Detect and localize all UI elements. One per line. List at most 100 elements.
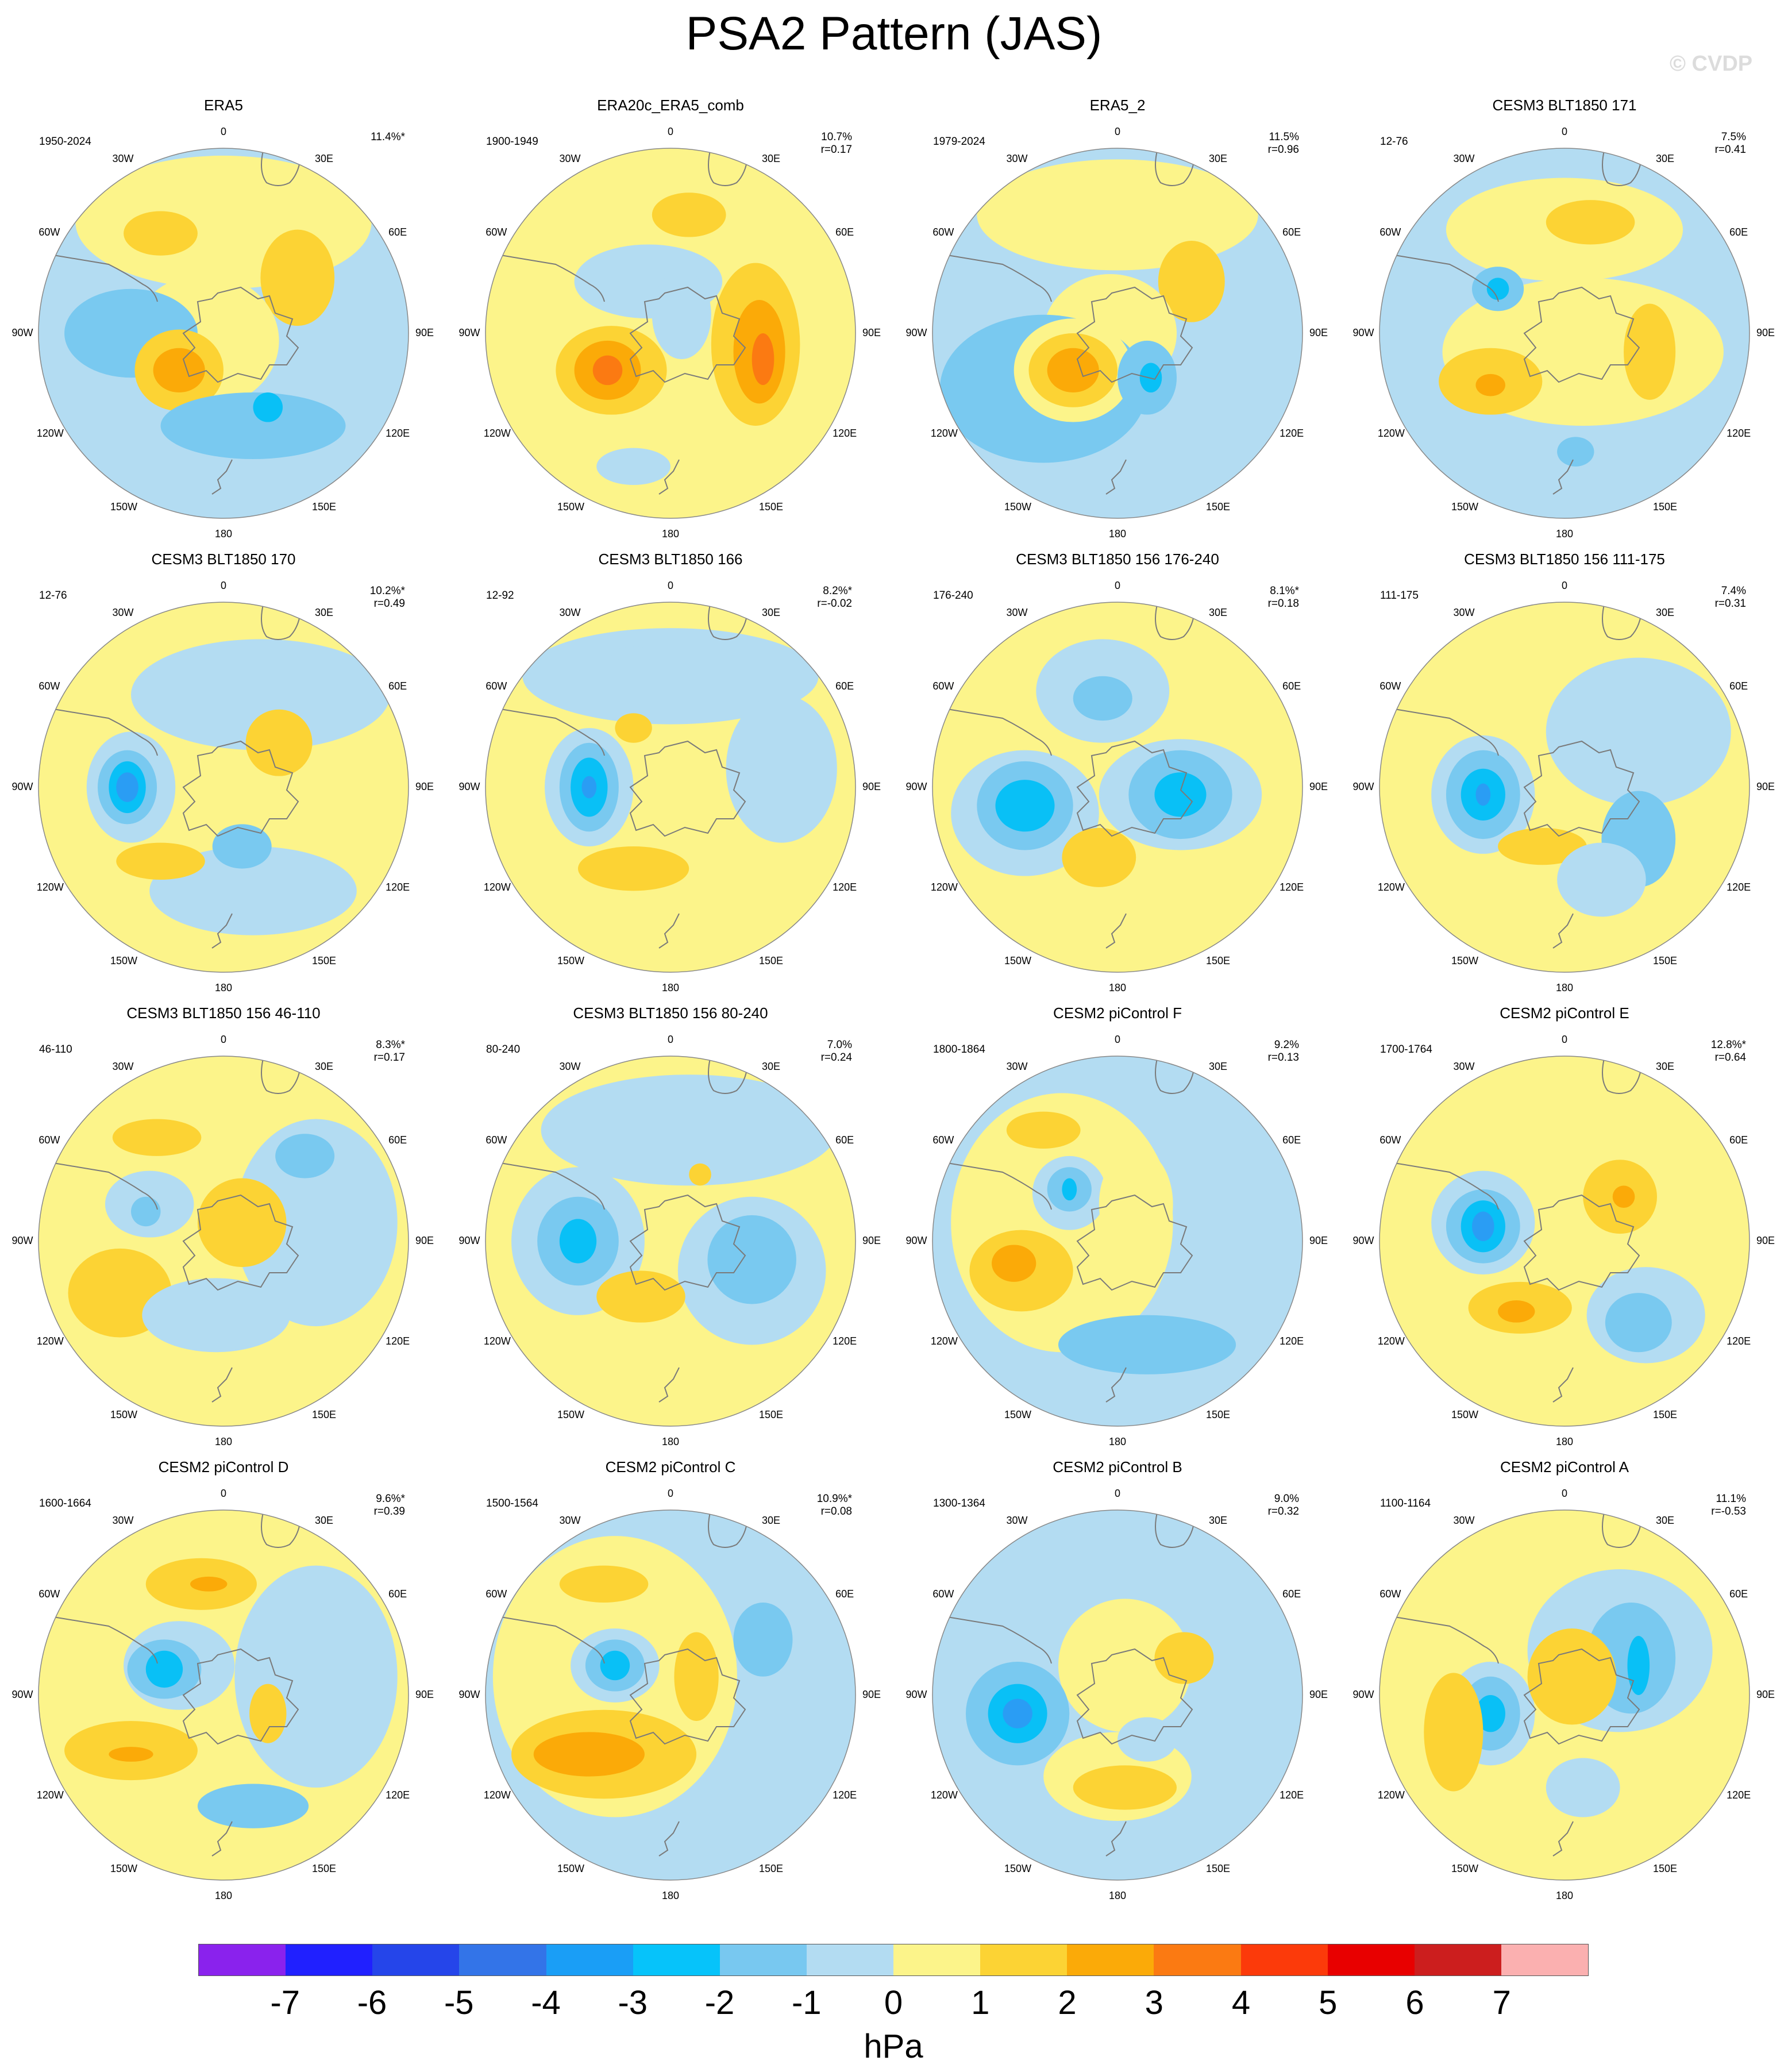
anomaly-contour: [533, 1732, 645, 1777]
longitude-label: 60E: [835, 1134, 854, 1146]
polar-map: [38, 1509, 409, 1881]
longitude-label: 60E: [388, 226, 407, 238]
longitude-label: 60E: [1729, 680, 1748, 692]
longitude-label: 0: [667, 126, 673, 137]
panel-title: CESM2 piControl D: [158, 1458, 289, 1476]
anomaly-contour: [689, 1163, 711, 1186]
anomaly-contour: [522, 628, 819, 725]
anomaly-contour: [652, 192, 726, 237]
longitude-label: 180: [214, 1436, 233, 1447]
longitude-label: 60E: [1729, 1134, 1748, 1146]
new-zealand-coastline: [658, 1367, 680, 1403]
panel-period: 12-76: [1380, 136, 1408, 148]
map-panel: CESM3 BLT1850 156 111-175 111-175 7.4% r=0.…: [1341, 546, 1788, 1000]
longitude-label: 90W: [11, 327, 33, 338]
panel-period: 12-76: [39, 590, 67, 602]
anomaly-contour: [1099, 1149, 1173, 1260]
africa-coastline: [708, 1056, 749, 1094]
anomaly-contour: [596, 1270, 685, 1323]
longitude-label: 60E: [1282, 1588, 1301, 1600]
map-border: [1379, 148, 1750, 519]
longitude-label: 90W: [458, 1689, 480, 1700]
panel-period: 1500-1564: [486, 1497, 538, 1509]
africa-coastline: [1155, 148, 1196, 186]
polar-map: [932, 1509, 1303, 1881]
longitude-label: 30W: [1453, 152, 1475, 164]
longitude-label: 90W: [905, 327, 927, 338]
panel-percent: 10.2%*: [369, 585, 405, 597]
longitude-label: 30E: [314, 152, 334, 164]
anomaly-contour: [1475, 373, 1505, 396]
longitude-label: 30E: [1208, 152, 1228, 164]
longitude-label: 60E: [1729, 226, 1748, 238]
longitude-label: 0: [1114, 126, 1120, 137]
new-zealand-coastline: [1552, 913, 1574, 949]
anomaly-contour: [153, 348, 205, 393]
longitude-label: 0: [1114, 580, 1120, 591]
colorbar-cell: [893, 1944, 981, 1975]
antarctica-coastline: [1523, 286, 1640, 383]
anomaly-contour: [581, 776, 597, 799]
panel-title: CESM3 BLT1850 156 46-110: [126, 1004, 321, 1022]
map-panel: CESM2 piControl B 1300-1364 9.0% r=0.32 0 30E…: [894, 1454, 1341, 1908]
longitude-label: 150E: [311, 1409, 337, 1421]
panel-title: CESM2 piControl C: [605, 1458, 736, 1476]
longitude-label: 30E: [314, 1514, 334, 1526]
panel-stats: 9.2% r=0.13: [1247, 1039, 1299, 1064]
longitude-label: 60W: [1379, 1134, 1401, 1146]
anomaly-contour: [249, 1684, 287, 1743]
panel-stats: 10.9%* r=0.08: [800, 1493, 852, 1518]
new-zealand-coastline: [1552, 1821, 1574, 1857]
antarctica-coastline: [182, 1194, 299, 1291]
longitude-label: 90W: [458, 781, 480, 792]
anomaly-contour: [596, 448, 670, 486]
panel-percent: 12.8%*: [1710, 1039, 1746, 1051]
longitude-label: 180: [1108, 982, 1127, 993]
map-border: [1379, 1509, 1750, 1881]
longitude-label: 150W: [110, 1409, 138, 1421]
panel-title: ERA5: [204, 97, 243, 114]
panel-title: CESM3 BLT1850 156 80-240: [573, 1004, 768, 1022]
longitude-label: 180: [661, 982, 680, 993]
map-panel: CESM3 BLT1850 156 176-240 176-240 8.1%* r=0…: [894, 546, 1341, 1000]
longitude-label: 0: [220, 1034, 226, 1045]
anomaly-contour: [190, 1576, 228, 1592]
antarctica-coastline: [1076, 286, 1193, 383]
colorbar-unit: hPa: [864, 2028, 923, 2065]
colorbar-cell: [286, 1944, 373, 1975]
longitude-label: 30E: [1655, 606, 1675, 618]
longitude-label: 90W: [1352, 781, 1374, 792]
anomaly-contour: [245, 709, 313, 776]
longitude-label: 60E: [388, 1588, 407, 1600]
longitude-label: 150W: [557, 501, 585, 513]
panel-period: 1700-1764: [1380, 1043, 1432, 1056]
longitude-label: 120W: [1377, 881, 1405, 893]
anomaly-contour: [1546, 657, 1731, 806]
polar-map: [932, 1056, 1303, 1427]
anomaly-contour: [1605, 1293, 1672, 1353]
south-america-coastline: [39, 252, 158, 302]
longitude-label: 90E: [1309, 781, 1328, 792]
new-zealand-coastline: [658, 913, 680, 949]
map-border: [932, 148, 1303, 519]
anomaly-contour: [1546, 200, 1635, 245]
longitude-label: 180: [1555, 528, 1574, 540]
longitude-label: 30E: [1208, 1514, 1228, 1526]
longitude-label: 60W: [932, 1588, 954, 1600]
longitude-label: 30W: [112, 152, 134, 164]
longitude-label: 120W: [930, 881, 958, 893]
longitude-label: 60E: [835, 1588, 854, 1600]
anomaly-contour: [559, 1565, 649, 1603]
colorbar-tick-label: -6: [357, 1984, 387, 2021]
antarctica-coastline: [1076, 1194, 1193, 1291]
colorbar-cell: [1240, 1944, 1328, 1975]
anomaly-contour: [752, 333, 774, 386]
anomaly-contour: [1475, 783, 1491, 806]
south-america-coastline: [486, 1614, 605, 1664]
map-panel: CESM3 BLT1850 171 12-76 7.5% r=0.41 0 30E 60E 9…: [1341, 92, 1788, 546]
longitude-label: 150W: [1004, 955, 1032, 967]
colorbar-tick-label: 0: [884, 1984, 903, 2021]
anomaly-contour: [145, 1650, 183, 1688]
longitude-label: 60W: [485, 1134, 507, 1146]
south-america-coastline: [486, 252, 605, 302]
